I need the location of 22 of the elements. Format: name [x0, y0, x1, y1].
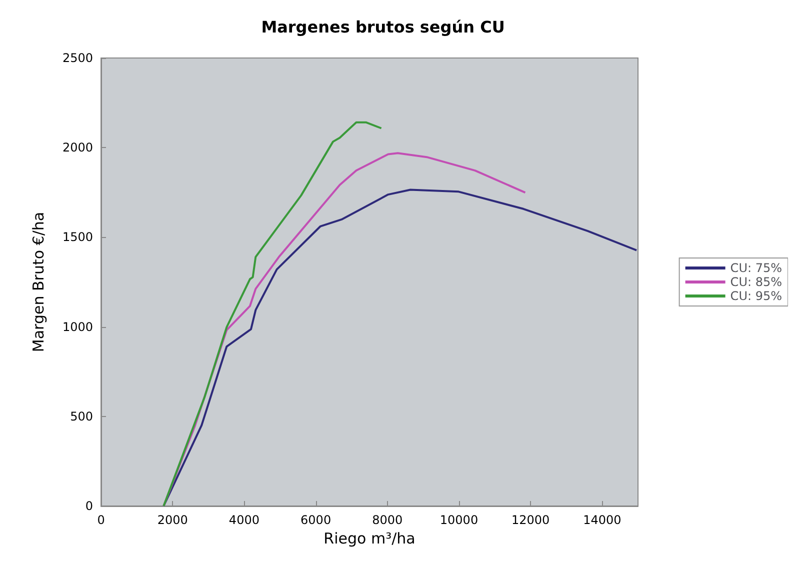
y-axis-title: Margen Bruto €/ha — [30, 212, 48, 352]
x-tick-label: 0 — [97, 513, 105, 527]
x-tick-label: 10000 — [440, 513, 478, 527]
legend-label: CU: 95% — [730, 289, 782, 303]
line-series — [162, 121, 382, 507]
x-tick-label: 14000 — [583, 513, 622, 527]
y-tick-label: 1000 — [62, 320, 93, 334]
line-series — [162, 188, 638, 507]
x-axis-title: Riego m³/ha — [324, 530, 416, 548]
x-tick-label: 12000 — [512, 513, 550, 527]
chart-title: Margenes brutos según CU — [261, 18, 505, 36]
x-tick-label: 8000 — [372, 513, 403, 527]
y-tick-label: 2500 — [62, 51, 93, 65]
y-tick-label: 500 — [70, 409, 93, 424]
y-tick-label: 0 — [85, 499, 93, 513]
y-tick-label: 1500 — [62, 230, 93, 244]
x-tick-label: 2000 — [157, 513, 188, 527]
x-tick-label: 6000 — [300, 513, 332, 527]
y-tick-label: 2000 — [62, 140, 93, 155]
legend-label: CU: 85% — [730, 275, 782, 289]
x-tick-label: 4000 — [228, 513, 260, 527]
legend-label: CU: 75% — [730, 261, 782, 275]
